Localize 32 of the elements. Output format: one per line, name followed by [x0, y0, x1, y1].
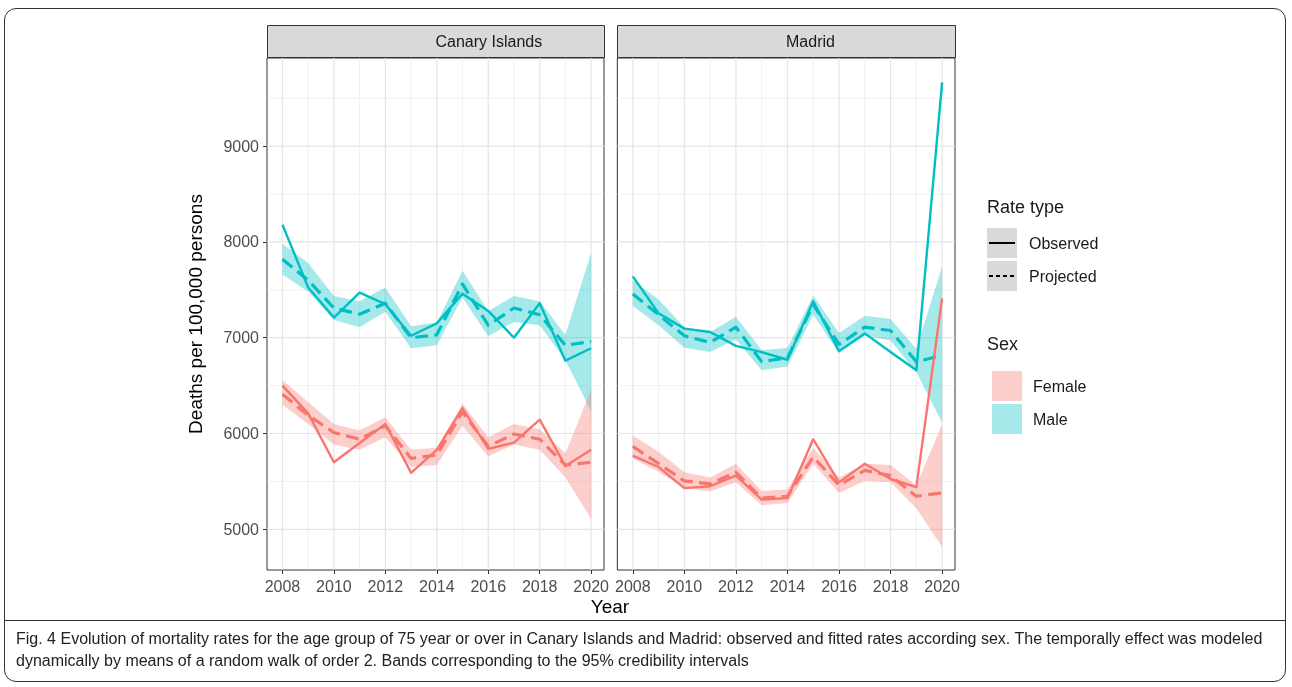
- x-tick-label: 2018: [872, 577, 909, 595]
- x-tick-label: 2014: [418, 577, 455, 595]
- legend-label: Female: [1033, 377, 1087, 395]
- x-tick-label: 2014: [769, 577, 806, 595]
- x-tick-label: 2016: [470, 577, 507, 595]
- y-tick-label: 7000: [223, 329, 260, 347]
- x-tick-label: 2016: [821, 577, 857, 595]
- y-tick-label: 8000: [223, 233, 260, 251]
- x-tick-label: 2008: [615, 577, 651, 595]
- x-axis-title: Year: [589, 596, 631, 618]
- legend-title: Sex: [987, 334, 1019, 354]
- x-tick-label: 2010: [316, 577, 352, 595]
- x-tick-label: 2020: [924, 577, 961, 595]
- x-tick-label: 2020: [573, 577, 610, 595]
- x-tick-label: 2010: [666, 577, 703, 595]
- line-series: [281, 223, 593, 362]
- text: Projected: [1029, 267, 1097, 285]
- legend-label: Male: [1033, 410, 1068, 428]
- caption: Fig. 4 Evolution of mortality rates for the age group of 75 year or over in Canary Islands and Madrid: observed and fitted rates according sex. The temporally effect was modeled dynamically by means of a random walk of order 2. Bands corresponding to the 95% credibility intervals: [16, 629, 1264, 671]
- x-tick-label: 2008: [264, 577, 301, 595]
- y-axis-title: Deaths per 100,000 persons: [185, 194, 206, 434]
- y-tick-label: 9000: [223, 137, 260, 155]
- line-series: [281, 384, 593, 474]
- x-tick-label: 2018: [521, 577, 558, 595]
- text: Observed: [1029, 234, 1099, 252]
- chart-title: Madrid: [786, 32, 835, 50]
- chart-title: Canary Islands: [435, 32, 543, 50]
- text: Rate type: [987, 197, 1065, 217]
- y-tick-label: 6000: [223, 425, 260, 442]
- y-tick-label: 5000: [223, 520, 260, 538]
- x-tick-label: 2012: [718, 577, 754, 595]
- x-tick-label: 2012: [367, 577, 404, 595]
